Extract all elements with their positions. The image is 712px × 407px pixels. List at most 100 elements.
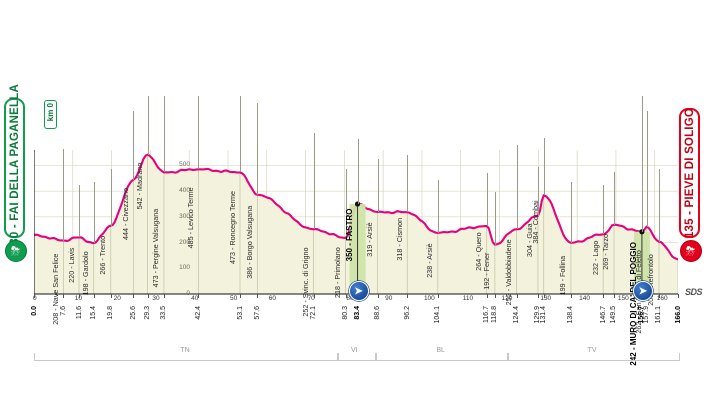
elevation-profile-svg (34, 150, 678, 295)
x-axis-tick (133, 294, 135, 298)
x-axis-tick (658, 294, 660, 298)
finish-label-text: 135 - PIEVE DI SOLIGO (683, 107, 696, 239)
town-label: 192 - Fener (482, 252, 492, 290)
label-leader-line (603, 185, 605, 235)
town-label: 266 - Trento (98, 235, 108, 275)
x-axis-tick (79, 294, 80, 298)
x-axis-major-label: 70 (307, 295, 315, 302)
x-axis-tick (313, 294, 315, 298)
town-label: 199 - Follina (558, 255, 568, 296)
x-axis-tick (257, 294, 259, 298)
label-leader-line (658, 169, 660, 242)
x-axis-distance-label: 42.4 (194, 306, 202, 320)
label-leader-line (613, 171, 615, 225)
town-label: 386 - Borgo Valsugana (244, 205, 254, 279)
x-axis-distance-label: 57.6 (253, 306, 261, 320)
town-label: 318 - Cismon (394, 218, 404, 262)
x-axis-distance-label: 19.8 (107, 306, 115, 320)
x-axis-tick (345, 294, 347, 298)
label-leader-line (93, 182, 95, 244)
climb-band-layer (349, 201, 650, 294)
x-axis-distance-label: 161.1 (655, 306, 663, 324)
x-axis-tick (494, 294, 496, 298)
x-axis-distance-label: 138.4 (567, 306, 575, 324)
label-leader-line (257, 102, 259, 195)
label-leader-line (110, 168, 112, 226)
province-segment (34, 353, 339, 361)
label-leader-line (147, 96, 149, 155)
x-axis-tick (240, 294, 241, 298)
x-axis-distance-label: 166.0 (674, 306, 682, 324)
x-axis-distance-label: 7.6 (59, 306, 67, 316)
town-label: 238 - Arsiè (425, 243, 435, 278)
x-axis-distance-label: 131.4 (540, 306, 548, 324)
town-label: 485 - Levico Terme (185, 187, 195, 249)
x-axis-distance-label: 88.6 (374, 306, 382, 320)
x-axis-major-label: 30 (152, 295, 160, 302)
x-axis-major-label: 140 (579, 295, 590, 302)
label-leader-line (646, 111, 648, 227)
finish-label-pill: 135 - PIEVE DI SOLIGO (679, 108, 700, 238)
label-leader-line (240, 96, 241, 173)
province-label: TN (180, 347, 190, 354)
x-axis-distance-label: 124.4 (513, 306, 521, 324)
x-axis-tick (407, 294, 409, 298)
x-axis-major-label: 150 (617, 295, 629, 302)
y-axis-tick-label: 500 (179, 161, 190, 169)
label-leader-line (163, 96, 165, 173)
town-label: 473 - Roncegno Terme (227, 191, 237, 264)
label-leader-line (641, 96, 643, 232)
x-axis-distance-label: 146.7 (599, 306, 607, 324)
climb-label: 350 - FASTRO (345, 208, 355, 262)
y-axis-tick-label: 200 (179, 238, 190, 246)
x-axis-major-label: 120 (501, 295, 513, 302)
y-axis-tick-label: 100 (179, 264, 190, 272)
town-label: 269 - Tarzo (601, 233, 611, 270)
town-label: 252 - Valdobbiadene (504, 239, 514, 306)
y-axis-tick-label: 300 (179, 212, 190, 220)
label-leader-line (357, 138, 359, 204)
x-axis-tick (613, 294, 615, 298)
town-label: 319 - Arsiè (365, 222, 375, 257)
x-axis-tick (603, 294, 605, 298)
x-axis-tick (537, 294, 539, 298)
climb-summit-dot (639, 229, 645, 235)
km-zero-label: km 0 (46, 103, 55, 122)
x-axis-major-label: 10 (74, 295, 83, 302)
label-leader-line (486, 173, 488, 227)
x-axis-tick (93, 294, 95, 298)
label-leader-line (198, 96, 200, 170)
x-axis-distance-label: 96.2 (403, 306, 411, 320)
elevation-plot (34, 150, 678, 295)
label-leader-line (437, 179, 439, 233)
label-leader-line (407, 155, 409, 213)
x-axis-tick (34, 294, 35, 298)
province-segment (336, 353, 378, 361)
x-axis-tick (543, 294, 545, 298)
x-axis-tick (516, 294, 518, 298)
x-axis-distance-label: 149.5 (610, 306, 618, 324)
town-label: 444 - Civezzano (120, 188, 130, 241)
x-axis-major-label: 110 (462, 295, 474, 302)
town-label: 198 - Gardolo (81, 251, 91, 296)
x-axis-distance-label: 25.6 (129, 306, 137, 320)
sprint-marker-icon[interactable]: ➤ (632, 281, 653, 301)
x-axis-major-label: 80 (346, 295, 354, 302)
label-leader-line (494, 191, 496, 245)
x-axis-tick (377, 294, 379, 298)
x-axis-distance-label: 80.3 (342, 306, 350, 320)
y-axis-tick-label: 400 (179, 187, 190, 195)
province-segment (375, 353, 510, 361)
town-label: 473 - Pergine Valsugana (151, 208, 161, 288)
label-leader-line (79, 184, 80, 238)
sprint-marker-icon[interactable]: ➤ (348, 281, 369, 301)
x-axis-tick (570, 294, 572, 298)
x-axis-tick (147, 294, 149, 298)
x-axis-distance-label: 116.7 (483, 306, 491, 323)
x-axis-distance-label: 53.1 (236, 306, 244, 320)
start-label-text: 230 - FAI DELLA PAGANELLA (8, 84, 21, 252)
finish-marker-icon: ⛈ (679, 240, 702, 262)
x-axis-distance-label: 0.0 (30, 306, 38, 316)
x-axis-tick (678, 294, 679, 298)
x-axis-major-label: 60 (268, 295, 276, 302)
